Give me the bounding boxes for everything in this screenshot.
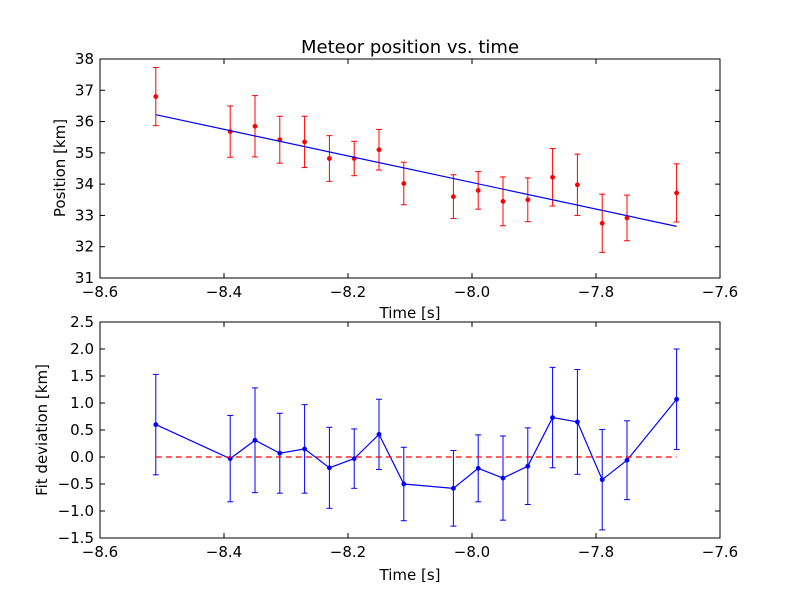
y-tick-label: 1.5 xyxy=(70,367,94,385)
data-point xyxy=(674,396,680,402)
data-point xyxy=(450,194,456,200)
y-tick-label: 38 xyxy=(75,50,94,68)
data-point xyxy=(574,419,580,425)
data-point xyxy=(153,422,159,428)
data-point xyxy=(252,437,258,443)
y-tick-label: 35 xyxy=(75,144,94,162)
y-tick-label: 33 xyxy=(75,206,94,224)
x-tick-label: −8.2 xyxy=(330,543,366,561)
x-tick-label: −7.6 xyxy=(702,283,738,301)
y-tick-label: 2.0 xyxy=(70,340,94,358)
x-tick-label: −8.0 xyxy=(454,543,490,561)
data-point xyxy=(525,463,531,469)
data-point xyxy=(500,475,506,481)
data-point xyxy=(326,156,332,161)
data-point xyxy=(401,181,407,186)
data-point xyxy=(550,174,556,180)
data-point xyxy=(500,198,506,204)
y-tick-label: 34 xyxy=(75,175,94,193)
data-point xyxy=(326,465,332,471)
deviation-chart: −8.6 −8.4 −8.2 −8.0 −7.8 −7.6 −1.5 −1.0 −0.5 0.0 0… xyxy=(33,313,738,584)
data-point xyxy=(550,415,556,421)
x-tick-label: −8.4 xyxy=(206,543,242,561)
chart-title: Meteor position vs. time xyxy=(301,37,519,58)
data-point xyxy=(599,220,605,226)
y-tick-label: −1.0 xyxy=(58,502,94,520)
data-point xyxy=(153,94,159,99)
position-chart: Meteor position vs. time −8.6 −8.4 −8.2 −8.… xyxy=(51,37,738,322)
x-tick-label: −8.6 xyxy=(82,283,118,301)
deviation-line xyxy=(155,398,678,489)
y-tick-label: 37 xyxy=(75,81,94,99)
x-tick-label: −8.6 xyxy=(82,543,118,561)
data-point xyxy=(302,139,308,145)
data-point xyxy=(401,481,407,487)
x-tick-label: −8.2 xyxy=(330,283,366,301)
data-point xyxy=(574,182,580,188)
x-tick-label: −7.8 xyxy=(578,283,614,301)
y-tick-label: −0.5 xyxy=(58,475,94,493)
y-axis-label: Position [km] xyxy=(51,119,69,217)
y-axis-label: Fit deviation [km] xyxy=(33,364,51,496)
deviation-chart-marks xyxy=(152,348,680,531)
y-tick-label: −1.5 xyxy=(58,529,94,547)
position-plot-frame xyxy=(99,58,721,279)
x-tick-label: −7.6 xyxy=(702,543,738,561)
y-tick-label: 0.0 xyxy=(70,448,94,466)
position-chart-ticks: −8.6 −8.4 −8.2 −8.0 −7.8 −7.6 31 32 33 34 35 36 37 38 xyxy=(75,50,738,301)
data-point xyxy=(475,187,481,193)
y-tick-label: 1.0 xyxy=(70,394,94,412)
data-point xyxy=(624,457,630,463)
x-tick-label: −7.8 xyxy=(578,543,614,561)
data-point xyxy=(376,431,382,437)
data-point xyxy=(302,446,308,452)
x-axis-label: Time [s] xyxy=(379,304,441,322)
x-axis-label: Time [s] xyxy=(379,566,441,584)
data-point xyxy=(450,485,456,491)
x-tick-label: −8.4 xyxy=(206,283,242,301)
position-chart-marks xyxy=(152,66,680,253)
y-tick-label: 32 xyxy=(75,238,94,256)
data-point xyxy=(599,477,605,483)
data-point xyxy=(674,190,680,196)
x-tick-label: −8.0 xyxy=(454,283,490,301)
data-point xyxy=(252,123,258,129)
y-tick-label: 36 xyxy=(75,113,94,131)
y-tick-label: 2.5 xyxy=(70,313,94,331)
data-point xyxy=(351,456,357,462)
data-point xyxy=(475,465,481,471)
fit-line xyxy=(155,114,677,227)
data-point xyxy=(277,450,283,456)
data-point xyxy=(525,197,531,203)
deviation-chart-ticks: −8.6 −8.4 −8.2 −8.0 −7.8 −7.6 −1.5 −1.0 −0.5 0.0 0… xyxy=(58,313,739,561)
data-point xyxy=(376,147,382,153)
y-tick-label: 31 xyxy=(75,269,94,287)
y-tick-label: 0.5 xyxy=(70,421,94,439)
